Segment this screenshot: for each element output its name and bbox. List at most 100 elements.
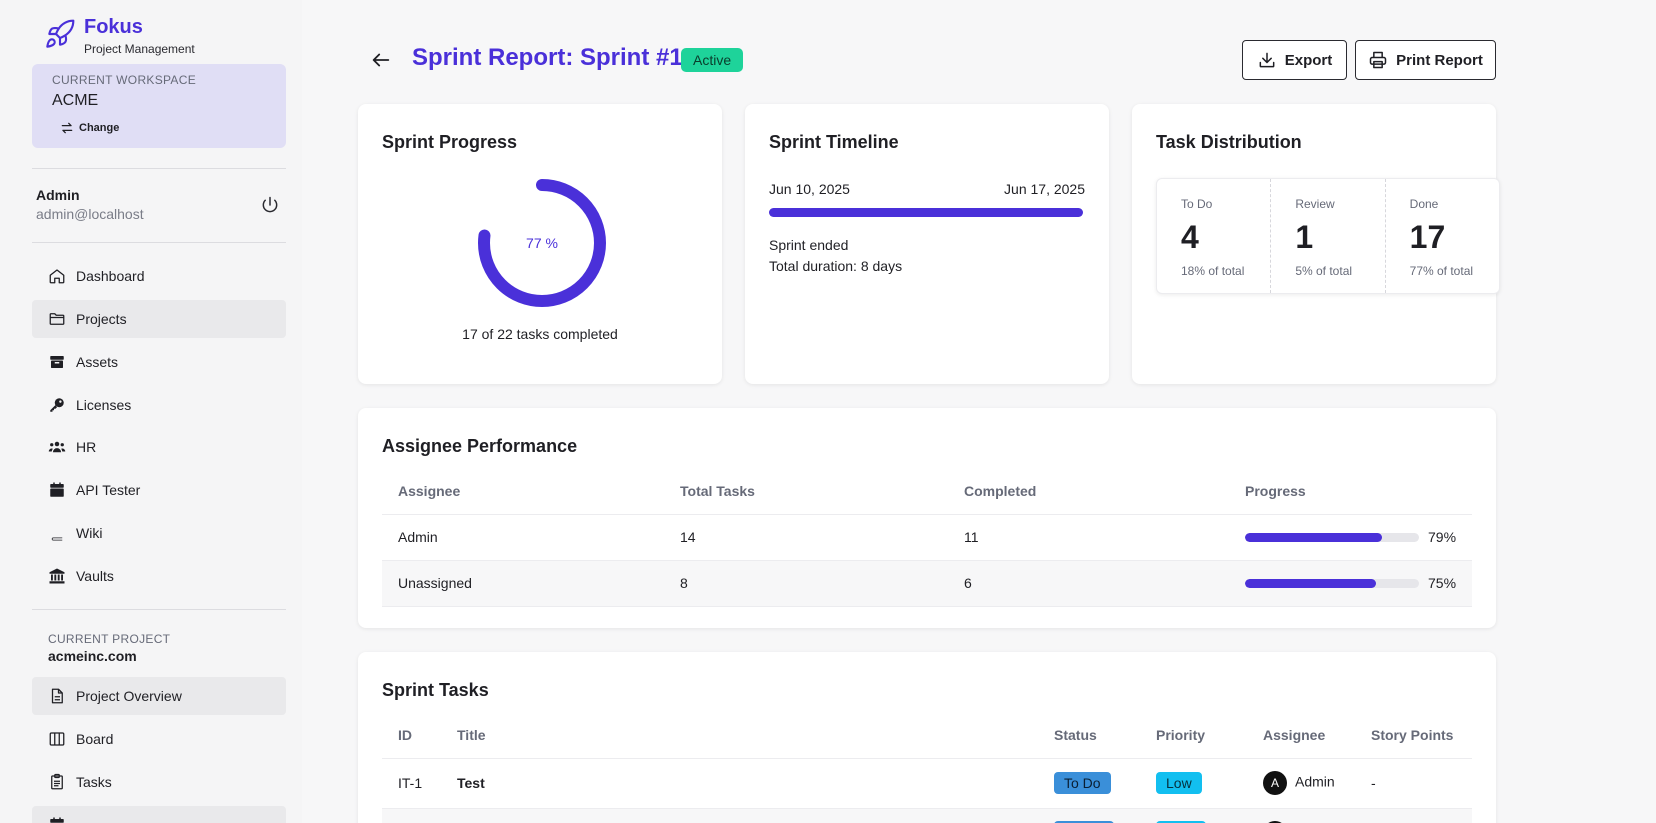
divider bbox=[32, 609, 286, 610]
sidebar-item-licenses[interactable]: Licenses bbox=[32, 386, 286, 424]
avatar: A bbox=[1263, 771, 1287, 795]
sidebar-item-project-overview[interactable]: Project Overview bbox=[32, 677, 286, 715]
user-name: Admin bbox=[36, 187, 80, 203]
status-badge: Active bbox=[681, 48, 744, 72]
user-info: Admin admin@localhost bbox=[36, 187, 286, 222]
sidebar-item-label: Project Overview bbox=[76, 688, 182, 704]
home-icon bbox=[49, 269, 65, 284]
workspace-card: CURRENT WORKSPACE ACME Change bbox=[32, 64, 286, 148]
sidebar-item-assets[interactable]: Assets bbox=[32, 343, 286, 381]
sprint-tasks-title: Sprint Tasks bbox=[382, 680, 489, 700]
progress-value: 75% bbox=[1428, 575, 1457, 591]
stat-label: Done bbox=[1409, 197, 1439, 211]
rocket-icon bbox=[46, 19, 75, 48]
progress-cell: 75% bbox=[1229, 560, 1472, 607]
column-header[interactable]: Progress bbox=[1229, 468, 1472, 515]
calendar-icon bbox=[50, 482, 64, 497]
column-header[interactable]: ID bbox=[382, 712, 441, 759]
distribution-stats: To Do 4 18% of total Review 1 5% of tota… bbox=[1156, 178, 1500, 294]
task-title[interactable]: Test bbox=[441, 758, 1038, 809]
sidebar-item-hr[interactable]: HR bbox=[32, 428, 286, 466]
status-badge: To Do bbox=[1054, 772, 1111, 794]
priority-badge: Low bbox=[1156, 772, 1202, 794]
column-header[interactable]: Assignee bbox=[382, 468, 664, 515]
story-points: - bbox=[1355, 758, 1472, 809]
stat-percent: 18% of total bbox=[1181, 264, 1245, 278]
column-header[interactable]: Priority bbox=[1140, 712, 1247, 759]
column-header[interactable]: Title bbox=[441, 712, 1038, 759]
workspace-name: ACME bbox=[52, 92, 99, 109]
page-title: Sprint Report: Sprint #1 bbox=[412, 44, 683, 71]
stat-percent: 5% of total bbox=[1295, 264, 1353, 278]
printer-icon bbox=[1369, 51, 1387, 69]
stat-value: 17 bbox=[1409, 219, 1446, 255]
sidebar-item-label: Wiki bbox=[76, 525, 103, 541]
task-title[interactable] bbox=[441, 808, 1038, 823]
column-header[interactable]: Total Tasks bbox=[664, 468, 948, 515]
columns-icon bbox=[49, 732, 65, 746]
timeline-status: Sprint ended bbox=[769, 237, 849, 253]
stat-todo: To Do 4 18% of total bbox=[1157, 179, 1272, 293]
story-points bbox=[1355, 808, 1472, 823]
back-arrow-icon[interactable] bbox=[370, 49, 392, 71]
sidebar-item-label: Tasks bbox=[76, 774, 112, 790]
stat-value: 4 bbox=[1181, 219, 1199, 255]
table-row[interactable]: Unassigned 8 6 75% bbox=[382, 560, 1472, 607]
current-project-name: acmeinc.com bbox=[48, 648, 137, 664]
sidebar-item-wiki[interactable]: Wiki bbox=[32, 514, 286, 552]
power-icon[interactable] bbox=[260, 195, 280, 215]
task-distribution-card: Task Distribution To Do 4 18% of total R… bbox=[1132, 104, 1500, 384]
brand[interactable]: Fokus Project Management bbox=[44, 16, 195, 56]
table-header-row: Assignee Total Tasks Completed Progress bbox=[382, 468, 1472, 515]
column-header[interactable]: Status bbox=[1038, 712, 1140, 759]
app-subtitle: Project Management bbox=[84, 42, 195, 56]
export-button[interactable]: Export bbox=[1242, 40, 1347, 80]
sidebar: Fokus Project Management CURRENT WORKSPA… bbox=[0, 0, 302, 823]
sprint-progress-title: Sprint Progress bbox=[382, 132, 518, 152]
progress-percent: 77 % bbox=[526, 235, 558, 251]
table-row[interactable] bbox=[382, 808, 1472, 823]
sidebar-item-tasks[interactable]: Tasks bbox=[32, 763, 286, 801]
box-icon bbox=[50, 356, 64, 368]
avatar bbox=[1263, 821, 1287, 823]
task-id bbox=[382, 808, 441, 823]
column-header[interactable]: Completed bbox=[948, 468, 1229, 515]
swap-icon bbox=[61, 122, 73, 134]
folder-icon bbox=[49, 313, 65, 325]
sidebar-item-projects[interactable]: Projects bbox=[32, 300, 286, 338]
sidebar-item-partial[interactable] bbox=[32, 806, 286, 823]
assignee-name: Unassigned bbox=[382, 560, 664, 607]
download-icon bbox=[1259, 52, 1275, 68]
progress-bar bbox=[1245, 578, 1419, 588]
stat-percent: 77% of total bbox=[1409, 264, 1474, 278]
stat-label: To Do bbox=[1181, 197, 1213, 211]
priority-badge bbox=[1156, 820, 1206, 823]
progress-value: 79% bbox=[1428, 529, 1457, 545]
sprint-tasks-card: Sprint Tasks ID Title Status Priority As… bbox=[358, 652, 1496, 823]
sidebar-item-label: Assets bbox=[76, 354, 119, 370]
sidebar-item-label: Projects bbox=[76, 311, 127, 327]
progress-cell: 79% bbox=[1229, 514, 1472, 561]
user-email: admin@localhost bbox=[36, 206, 144, 222]
assignee-name: Admin bbox=[382, 514, 664, 561]
column-header[interactable]: Assignee bbox=[1247, 712, 1355, 759]
sidebar-item-api-tester[interactable]: API Tester bbox=[32, 471, 286, 509]
print-report-button[interactable]: Print Report bbox=[1355, 40, 1496, 80]
sidebar-item-vaults[interactable]: Vaults bbox=[32, 557, 286, 595]
assignee-name: Admin bbox=[1295, 773, 1335, 790]
stat-done: Done 17 77% of total bbox=[1386, 179, 1499, 293]
sprint-timeline-card: Sprint Timeline Jun 10, 2025 Jun 17, 202… bbox=[745, 104, 1109, 384]
assignee-performance-title: Assignee Performance bbox=[382, 436, 578, 456]
table-row[interactable]: IT-1 Test To Do Low A Admin - bbox=[382, 758, 1472, 809]
table-row[interactable]: Admin 14 11 79% bbox=[382, 514, 1472, 561]
task-priority-cell: Low bbox=[1140, 758, 1247, 809]
sidebar-item-dashboard[interactable]: Dashboard bbox=[32, 257, 286, 295]
progress-caption: 17 of 22 tasks completed bbox=[462, 326, 618, 342]
progress-bar-fill bbox=[1245, 532, 1383, 542]
print-report-label: Print Report bbox=[1396, 51, 1483, 69]
sidebar-item-label: Board bbox=[76, 731, 114, 747]
change-workspace-button[interactable]: Change bbox=[60, 121, 119, 135]
column-header[interactable]: Story Points bbox=[1355, 712, 1472, 759]
sidebar-item-board[interactable]: Board bbox=[32, 720, 286, 758]
sprint-progress-card: Sprint Progress 77 % 17 of 22 tasks comp… bbox=[358, 104, 722, 384]
